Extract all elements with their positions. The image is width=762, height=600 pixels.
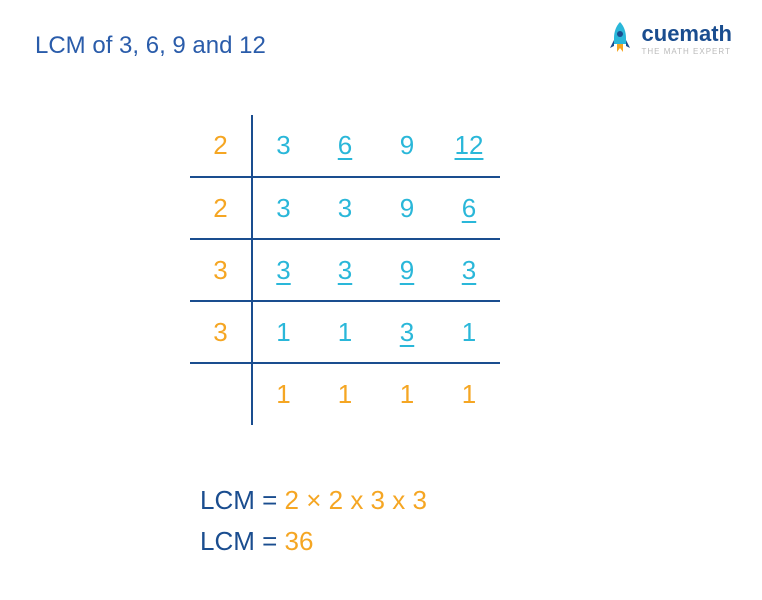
logo-name: cuemath <box>642 21 732 47</box>
logo-tagline: THE MATH EXPERT <box>642 47 732 56</box>
result-factors-line: LCM = 2 × 2 x 3 x 3 <box>200 485 427 516</box>
table-row: 1111 <box>190 363 500 425</box>
lcm-label-2: LCM <box>200 526 255 556</box>
table-row: 23396 <box>190 177 500 239</box>
table-row: 236912 <box>190 115 500 177</box>
cuemath-logo: cuemath THE MATH EXPERT <box>604 20 732 56</box>
value-cell: 3 <box>314 177 376 239</box>
divisor-cell: 3 <box>190 301 252 363</box>
value-cell: 3 <box>314 239 376 301</box>
lcm-value: 36 <box>285 526 314 556</box>
value-cell: 9 <box>376 115 438 177</box>
value-cell: 1 <box>438 301 500 363</box>
value-cell: 1 <box>438 363 500 425</box>
title-prefix: LCM of <box>35 32 119 59</box>
table-row: 33393 <box>190 239 500 301</box>
page-title: LCM of 3, 6, 9 and 12 <box>35 32 266 60</box>
lcm-label-1: LCM <box>200 485 255 515</box>
result-value-line: LCM = 36 <box>200 526 427 557</box>
value-cell: 3 <box>252 177 314 239</box>
divisor-cell: 3 <box>190 239 252 301</box>
divisor-cell: 2 <box>190 115 252 177</box>
value-cell: 12 <box>438 115 500 177</box>
equals-1: = <box>255 485 285 515</box>
value-cell: 9 <box>376 239 438 301</box>
value-cell: 3 <box>252 115 314 177</box>
value-cell: 3 <box>438 239 500 301</box>
value-cell: 6 <box>438 177 500 239</box>
value-cell: 1 <box>252 363 314 425</box>
rocket-icon <box>604 20 636 56</box>
value-cell: 1 <box>252 301 314 363</box>
value-cell: 9 <box>376 177 438 239</box>
value-cell: 3 <box>376 301 438 363</box>
table-row: 31131 <box>190 301 500 363</box>
result-area: LCM = 2 × 2 x 3 x 3 LCM = 36 <box>200 485 427 567</box>
value-cell: 1 <box>314 363 376 425</box>
divisor-cell <box>190 363 252 425</box>
value-cell: 6 <box>314 115 376 177</box>
divisor-cell: 2 <box>190 177 252 239</box>
equals-2: = <box>255 526 285 556</box>
value-cell: 3 <box>252 239 314 301</box>
value-cell: 1 <box>314 301 376 363</box>
lcm-division-table: 2369122339633393311311111 <box>190 115 500 425</box>
value-cell: 1 <box>376 363 438 425</box>
factors: 2 × 2 x 3 x 3 <box>285 485 427 515</box>
title-numbers: 3, 6, 9 and 12 <box>119 32 266 59</box>
